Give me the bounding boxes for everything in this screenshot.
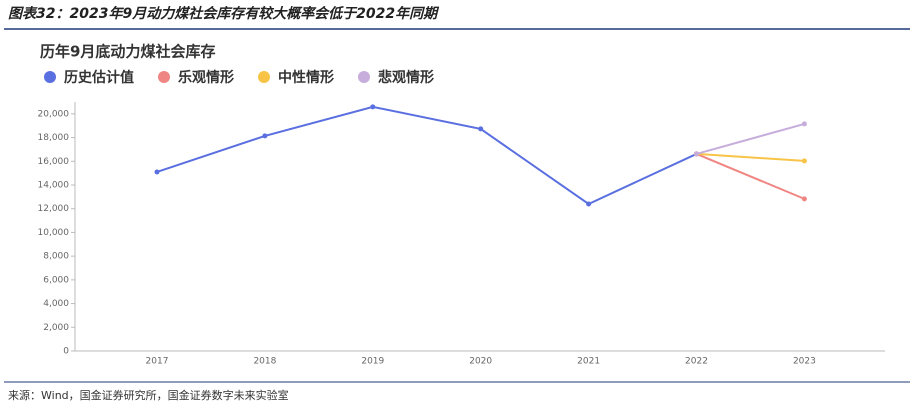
series-line xyxy=(696,152,805,162)
data-point xyxy=(801,158,807,164)
x-tick-label: 2021 xyxy=(577,357,600,367)
data-point xyxy=(801,196,807,202)
legend-label: 乐观情形 xyxy=(178,69,234,86)
legend-label: 悲观情形 xyxy=(378,69,434,86)
data-point xyxy=(586,201,592,207)
series-line xyxy=(156,105,697,206)
x-tick-label: 2023 xyxy=(793,357,816,367)
x-tick-label: 2020 xyxy=(469,357,492,367)
x-tick-label: 2022 xyxy=(685,357,708,367)
y-tick-label: 2,000 xyxy=(43,323,69,333)
x-tick-label: 2019 xyxy=(361,357,384,367)
legend-marker xyxy=(158,71,170,83)
data-point xyxy=(478,126,484,132)
x-tick-label: 2018 xyxy=(253,357,276,367)
source: 来源：Wind，国金证券研究所，国金证券数字未来实验室 xyxy=(8,388,289,402)
y-tick-label: 14,000 xyxy=(38,181,70,191)
legend-marker xyxy=(44,71,56,83)
y-tick-label: 10,000 xyxy=(38,228,70,238)
legend-label: 历史估计值 xyxy=(64,69,134,86)
legend-label: 中性情形 xyxy=(278,69,334,86)
legend-marker xyxy=(258,71,270,83)
y-tick-label: 6,000 xyxy=(43,275,69,285)
y-tick-label: 12,000 xyxy=(38,204,70,214)
data-point xyxy=(694,151,699,157)
y-tick-label: 18,000 xyxy=(38,133,70,143)
y-tick-label: 0 xyxy=(63,347,69,357)
x-tick-label: 2017 xyxy=(146,357,169,367)
data-point xyxy=(154,169,160,175)
data-point xyxy=(262,133,268,139)
figure-title: 图表32：2023年9月动力煤社会库存有较大概率会低于2022年同期 xyxy=(8,5,440,22)
chart-title: 历年9月底动力煤社会库存 xyxy=(40,43,215,61)
legend-marker xyxy=(358,71,370,83)
series-line xyxy=(696,153,805,200)
y-tick-label: 16,000 xyxy=(38,157,70,167)
series-line xyxy=(696,122,805,155)
y-tick-label: 8,000 xyxy=(43,252,69,262)
data-point xyxy=(801,121,807,127)
y-tick-label: 20,000 xyxy=(38,109,70,119)
y-tick-label: 4,000 xyxy=(43,299,69,309)
data-point xyxy=(370,104,376,110)
